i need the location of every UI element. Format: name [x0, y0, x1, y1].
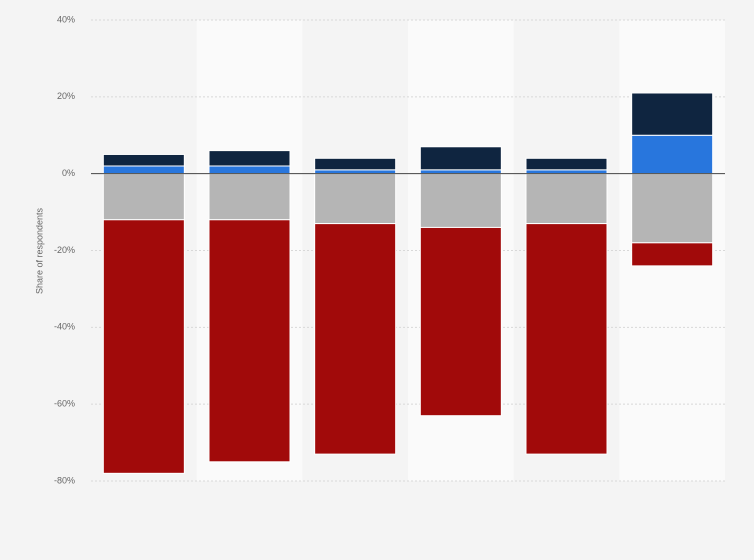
bar-segment [631, 92, 714, 136]
bar-segment [525, 157, 608, 171]
bar-segment [631, 173, 714, 244]
bar-segment [208, 165, 291, 175]
bar-segment [314, 169, 397, 175]
y-tick-label: -80% [54, 475, 75, 485]
y-tick-label: -60% [54, 399, 75, 409]
bar-segment [314, 223, 397, 455]
bar-segment [631, 242, 714, 267]
bar-segment [419, 146, 502, 171]
bar-segment [419, 226, 502, 417]
y-axis-label: Share of respondents [34, 207, 44, 294]
bar-segment [314, 173, 397, 225]
y-tick-label: 0% [62, 168, 75, 178]
bar-segment [525, 169, 608, 175]
bar-segment [208, 219, 291, 463]
bar-segment [102, 153, 185, 167]
bar-segment [314, 157, 397, 171]
bar-segment [102, 165, 185, 175]
bar-segment [208, 173, 291, 221]
bar-segment [208, 150, 291, 167]
y-tick-label: 20% [57, 91, 75, 101]
bar-segment [102, 173, 185, 221]
y-tick-label: -20% [54, 245, 75, 255]
bar-segment [525, 223, 608, 455]
bar-segment [102, 219, 185, 474]
bar-segment [631, 134, 714, 175]
bar-segment [419, 169, 502, 175]
bar-segment [525, 173, 608, 225]
y-tick-label: 40% [57, 14, 75, 24]
bar-segment [419, 173, 502, 228]
y-tick-label: -40% [54, 322, 75, 332]
